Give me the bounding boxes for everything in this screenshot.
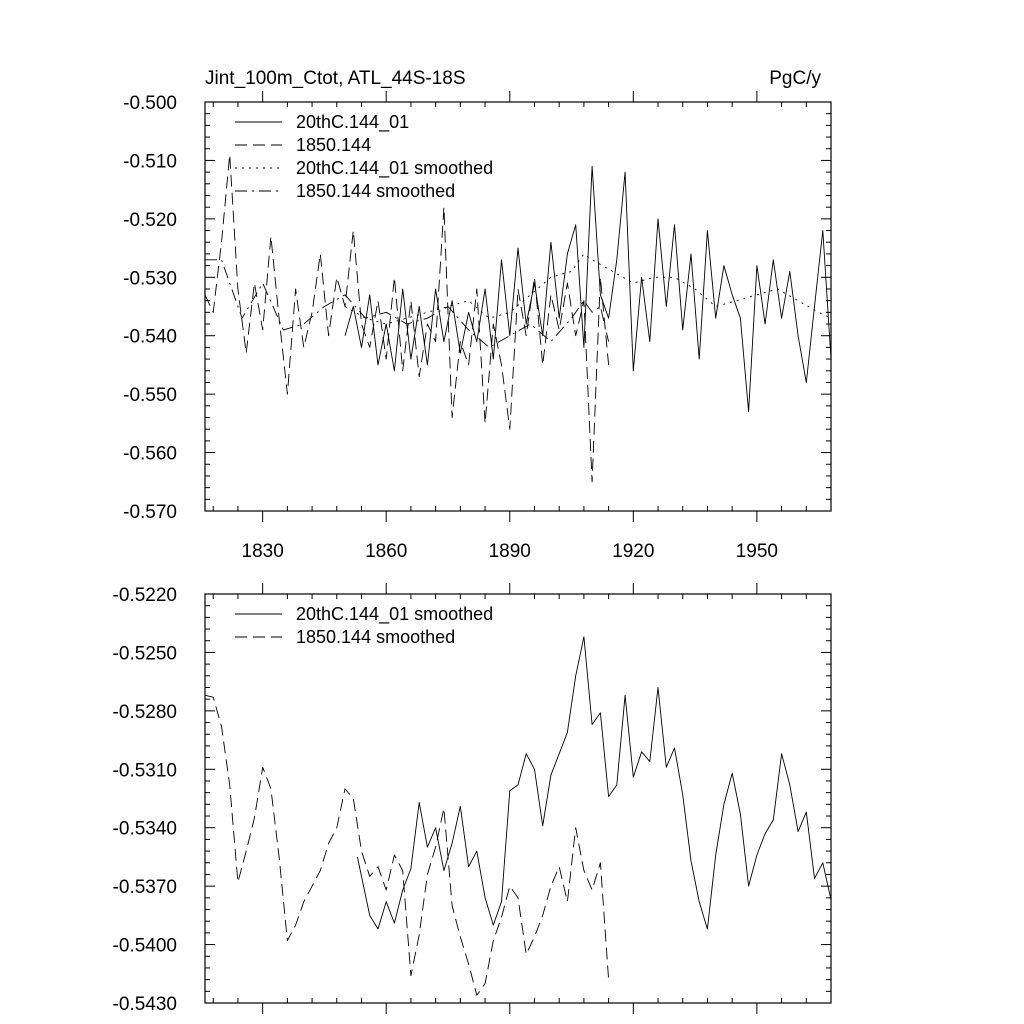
y-tick-label: -0.5220 (113, 585, 177, 606)
x-tick-label: 1920 (612, 541, 654, 562)
legend-label: 1850.144 smoothed (296, 627, 455, 647)
legend-label: 1850.144 smoothed (296, 181, 455, 201)
series-line-1850-144-smoothed (204, 694, 610, 996)
bottom-panel: -0.5220 -0.5250 -0.5280 -0.5310 -0.5340 -0.53… (113, 583, 832, 1015)
y-tick-label: -0.550 (123, 385, 177, 406)
y-tick-label: -0.500 (123, 93, 177, 114)
x-tick-label: 1860 (365, 541, 407, 562)
y-tick-label: -0.5370 (113, 877, 177, 898)
legend-label: 20thC.144_01 smoothed (296, 158, 493, 179)
series-line-20thc-144-01-smoothed (344, 253, 832, 325)
top-panel: -0.500 -0.510 -0.520 -0.530 -0.540 -0.550 -0.5… (123, 68, 832, 562)
y-tick-label: -0.570 (123, 502, 177, 523)
plot-frame (204, 101, 832, 512)
plot-frame (204, 593, 832, 1004)
y-tick-label: -0.5250 (113, 643, 177, 664)
x-tick-label: 1890 (489, 541, 531, 562)
series-line-1850-144-smoothed (205, 259, 610, 348)
y-tick-label: -0.510 (123, 151, 177, 172)
x-tick-label: 1950 (736, 541, 778, 562)
y-tick-label: -0.5340 (113, 819, 177, 840)
y-tick-label: -0.5280 (113, 702, 177, 723)
chart-title: Jint_100m_Ctot, ATL_44S-18S (205, 68, 466, 89)
y-tick-label: -0.5310 (113, 760, 177, 781)
y-tick-label: -0.560 (123, 444, 177, 465)
series-line-1850-144 (204, 154, 610, 483)
y-tick-label: -0.5430 (113, 994, 177, 1015)
units-label: PgC/y (769, 68, 821, 89)
legend-label: 20thC.144_01 smoothed (296, 604, 493, 625)
y-tick-label: -0.540 (123, 327, 177, 348)
x-tick-label: 1830 (242, 541, 284, 562)
y-tick-label: -0.520 (123, 210, 177, 231)
legend-label: 1850.144 (296, 135, 371, 155)
y-tick-label: -0.5400 (113, 936, 177, 957)
series-line-20thc-144-01 (344, 165, 832, 413)
legend-label: 20thC.144_01 (296, 112, 409, 133)
series-line-20thc-144-01-smoothed (356, 636, 832, 930)
y-tick-label: -0.530 (123, 268, 177, 289)
